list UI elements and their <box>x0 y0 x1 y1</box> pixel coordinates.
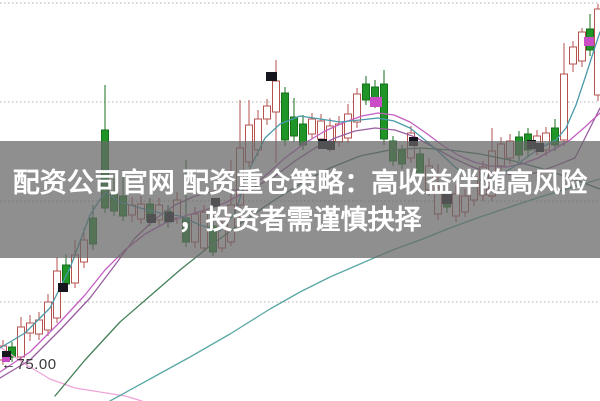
candle-body-up <box>560 73 568 141</box>
candle-body-down <box>290 116 298 137</box>
marker-magenta <box>584 37 594 46</box>
marker-black <box>2 351 11 360</box>
headline-line1: 配资公司官网 配资重仓策略：高收益伴随高风险 <box>12 167 588 198</box>
ma-pink-falling <box>0 346 143 401</box>
candle-body-up <box>569 46 577 65</box>
candle-body-up <box>344 113 352 139</box>
marker-black <box>58 283 68 292</box>
headline-line2: ，投资者需谨慎抉择 <box>178 205 422 235</box>
candle-body-down <box>380 83 388 140</box>
marker-magenta <box>370 97 382 107</box>
candle-body-up <box>17 326 25 358</box>
marker-magenta <box>2 357 10 362</box>
candle-body-up <box>44 301 52 331</box>
candle-body-up <box>272 80 280 113</box>
candle-body-up <box>71 254 79 284</box>
candle-body-up <box>263 105 271 120</box>
candle-body-down <box>362 83 370 101</box>
candle-body-down <box>281 92 289 141</box>
candle-body-up <box>353 93 361 123</box>
marker-black <box>266 72 277 81</box>
candle-body-up <box>308 118 316 135</box>
candle-body-up <box>317 120 325 140</box>
candle-body-up <box>578 31 586 62</box>
candle-body-up <box>594 8 600 96</box>
price-label: ←75.00 <box>1 356 57 373</box>
candle-body-up <box>35 319 43 335</box>
candle-body-up <box>335 123 343 143</box>
overlay-banner: 配资公司官网 配资重仓策略：高收益伴随高风险 ，投资者需谨慎抉择 <box>0 141 600 258</box>
